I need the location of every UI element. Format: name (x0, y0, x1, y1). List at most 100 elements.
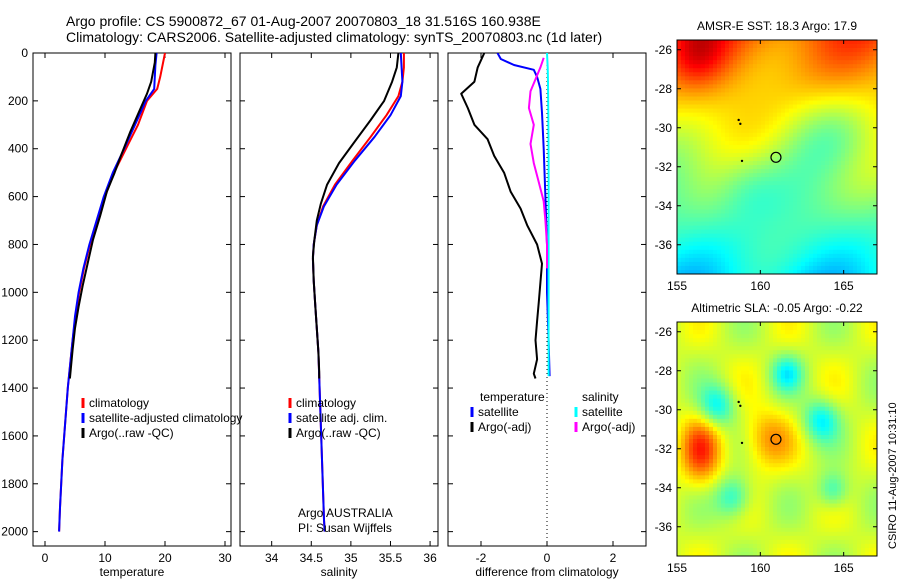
heatmap-cell (809, 197, 814, 202)
heatmap-cell (845, 193, 850, 198)
heatmap-cell (749, 434, 754, 440)
heatmap-cell (857, 128, 862, 134)
heatmap-cell (805, 225, 810, 231)
heatmap-cell (769, 378, 774, 383)
heatmap-cell (765, 48, 770, 53)
heatmap-cell (725, 157, 730, 162)
heatmap-cell (761, 225, 766, 231)
heatmap-cell (697, 257, 702, 263)
heatmap-cell (721, 40, 726, 45)
heatmap-cell (797, 467, 802, 472)
heatmap-cell (689, 402, 694, 408)
heatmap-cell (697, 48, 702, 53)
heatmap-cell (685, 326, 690, 331)
heatmap-cell (777, 394, 782, 400)
heatmap-cell (689, 181, 694, 186)
heatmap-cell (721, 463, 726, 468)
heatmap-cell (713, 245, 718, 251)
heatmap-cell (741, 104, 746, 109)
heatmap-cell (761, 519, 766, 525)
heatmap-cell (869, 76, 874, 81)
heatmap-cell (813, 249, 818, 255)
heatmap-cell (685, 426, 690, 432)
heatmap-cell (789, 181, 794, 186)
heatmap-cell (805, 68, 810, 73)
heatmap-cell (697, 233, 702, 239)
heatmap-cell (745, 475, 750, 480)
heatmap-cell (865, 261, 870, 267)
heatmap-cell (773, 104, 778, 109)
heatmap-cell (773, 152, 778, 158)
heatmap-cell (709, 451, 714, 456)
heatmap-cell (689, 527, 694, 533)
heatmap-cell (749, 209, 754, 214)
heatmap-cell (685, 144, 690, 150)
heatmap-cell (685, 108, 690, 114)
heatmap-cell (709, 60, 714, 65)
heatmap-cell (861, 229, 866, 235)
heatmap-cell (737, 213, 742, 218)
series-line-satellite-adj-clim (311, 53, 404, 532)
heatmap-cell (789, 64, 794, 69)
heatmap-cell (813, 132, 818, 138)
heatmap-cell (701, 104, 706, 109)
heatmap-cell (805, 346, 810, 351)
heatmap-cell (733, 471, 738, 476)
heatmap-cell (721, 100, 726, 105)
heatmap-cell (677, 249, 682, 255)
heatmap-cell (793, 390, 798, 396)
heatmap-cell (785, 479, 790, 484)
heatmap-cell (749, 382, 754, 387)
heatmap-cell (777, 148, 782, 154)
heatmap-cell (733, 229, 738, 235)
heatmap-cell (825, 249, 830, 255)
heatmap-cell (721, 68, 726, 73)
heatmap-cell (829, 116, 834, 122)
heatmap-cell (733, 374, 738, 379)
heatmap-cell (713, 535, 718, 541)
heatmap-cell (677, 443, 682, 448)
heatmap-cell (769, 515, 774, 521)
heatmap-cell (765, 358, 770, 363)
heatmap-cell (681, 370, 686, 375)
heatmap-cell (817, 197, 822, 202)
heatmap-cell (713, 56, 718, 61)
heatmap-cell (809, 132, 814, 138)
heatmap-cell (677, 386, 682, 391)
heatmap-cell (801, 531, 806, 537)
heatmap-cell (693, 144, 698, 150)
heatmap-cell (761, 503, 766, 508)
heatmap-cell (749, 161, 754, 166)
heatmap-cell (685, 161, 690, 166)
heatmap-cell (713, 132, 718, 138)
heatmap-cell (769, 84, 774, 89)
heatmap-cell (813, 96, 818, 101)
heatmap-cell (689, 330, 694, 335)
heatmap-cell (705, 169, 710, 174)
heatmap-cell (721, 237, 726, 243)
heatmap-cell (729, 44, 734, 49)
heatmap-cell (697, 60, 702, 65)
heatmap-cell (729, 322, 734, 327)
heatmap-cell (741, 330, 746, 335)
heatmap-cell (713, 253, 718, 259)
heatmap-cell (737, 177, 742, 182)
heatmap-cell (777, 443, 782, 448)
heatmap-cell (757, 120, 762, 126)
heatmap-cell (737, 237, 742, 243)
heatmap-cell (693, 112, 698, 118)
heatmap-cell (705, 72, 710, 77)
heatmap-cell (713, 334, 718, 339)
heatmap-cell (705, 434, 710, 440)
heatmap-cell (789, 92, 794, 97)
heatmap-cell (849, 80, 854, 85)
heatmap-cell (677, 68, 682, 73)
heatmap-cell (865, 221, 870, 226)
heatmap-cell (873, 48, 878, 53)
heatmap-cell (805, 52, 810, 57)
heatmap-cell (717, 531, 722, 537)
heatmap-cell (725, 60, 730, 65)
heatmap-cell (693, 245, 698, 251)
heatmap-cell (733, 338, 738, 343)
